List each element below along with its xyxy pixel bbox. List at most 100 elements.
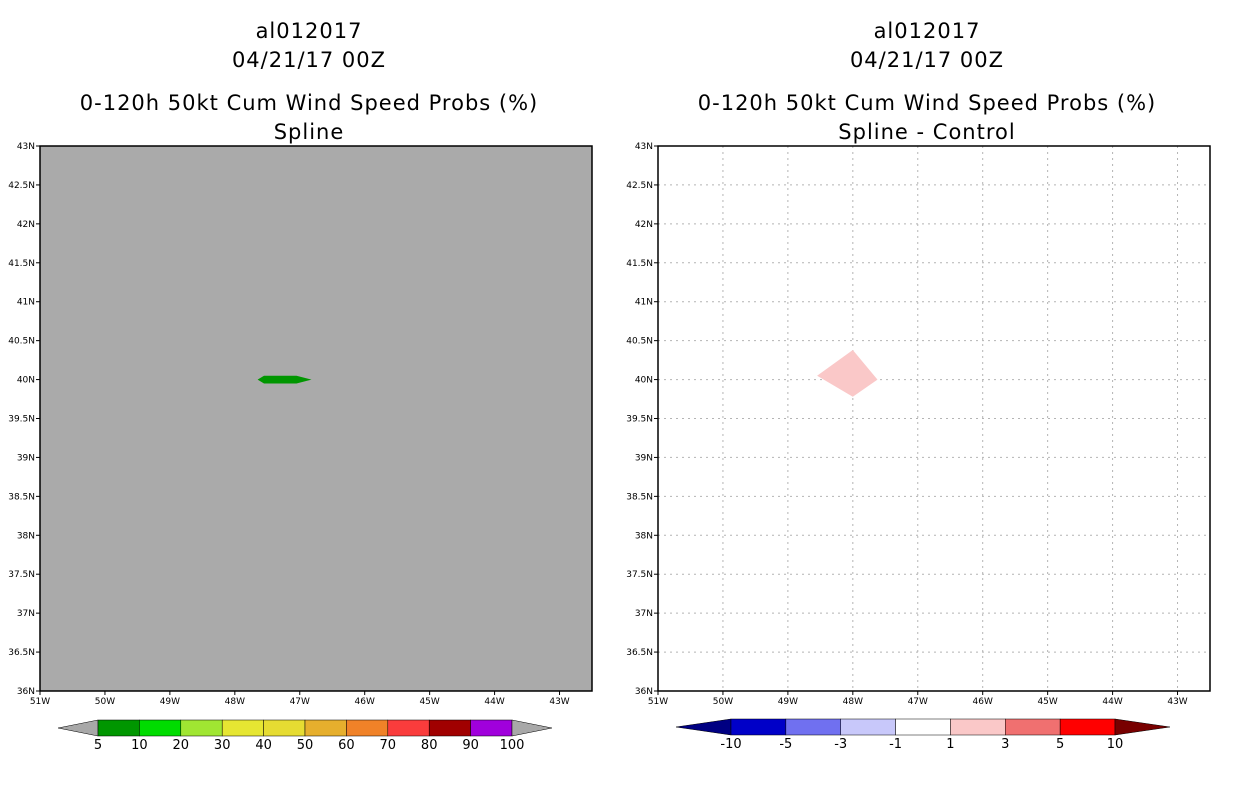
- lat-tick-label: 38.5N: [8, 492, 35, 502]
- colorbar-swatch: [387, 719, 430, 737]
- lon-tick-label: 46W: [355, 697, 375, 707]
- colorbar-label: 60: [338, 738, 355, 753]
- colorbar-label: 100: [500, 738, 525, 753]
- lat-tick-label: 41.5N: [626, 259, 653, 269]
- lat-tick-label: 39.5N: [8, 415, 35, 425]
- colorbar-under-arrow: [675, 718, 732, 736]
- lat-tick-label: 38N: [17, 531, 35, 541]
- colorbar-label: -3: [834, 737, 847, 752]
- colorbar-under-arrow: [57, 719, 99, 737]
- colorbar-over-arrow: [1114, 718, 1171, 736]
- colorbar-swatch: [97, 719, 140, 737]
- lon-tick-label: 46W: [973, 697, 993, 707]
- title-line-2: 04/21/17 00Z: [850, 48, 1004, 72]
- lon-tick-label: 48W: [225, 697, 245, 707]
- colorbar-label: 10: [1107, 737, 1124, 752]
- lat-tick-label: 42.5N: [626, 181, 653, 191]
- lat-tick-label: 36N: [635, 687, 653, 697]
- lat-tick-label: 41.5N: [8, 259, 35, 269]
- lat-tick-label: 42N: [635, 220, 653, 230]
- colorbar-swatch: [840, 718, 896, 736]
- title-line-3: 0-120h 50kt Cum Wind Speed Probs (%): [698, 91, 1156, 115]
- lon-tick-label: 47W: [290, 697, 310, 707]
- colorbar-swatch: [1059, 718, 1116, 736]
- lat-tick-label: 41N: [17, 298, 35, 308]
- colorbar-swatch: [346, 719, 389, 737]
- colorbar-label: 50: [297, 738, 314, 753]
- colorbar-over-arrow: [511, 719, 553, 737]
- lon-tick-label: 51W: [648, 697, 668, 707]
- colorbar-swatch: [139, 719, 182, 737]
- colorbar-swatch: [221, 719, 264, 737]
- lon-tick-label: 45W: [419, 697, 439, 707]
- colorbar-label: -10: [720, 737, 741, 752]
- colorbar-label: 80: [421, 738, 438, 753]
- lat-tick-label: 40N: [17, 376, 35, 386]
- lon-tick-label: 48W: [843, 697, 863, 707]
- lat-tick-label: 40.5N: [8, 337, 35, 347]
- lat-tick-label: 40N: [635, 376, 653, 386]
- title-line-2: 04/21/17 00Z: [232, 48, 386, 72]
- lat-tick-label: 37.5N: [626, 570, 653, 580]
- title-line-1: al012017: [874, 19, 981, 43]
- colorbar-label: 10: [131, 738, 148, 753]
- plot-area: [40, 146, 592, 691]
- colorbar-label: 20: [173, 738, 190, 753]
- colorbar-swatch: [730, 718, 787, 736]
- lat-tick-label: 39.5N: [626, 415, 653, 425]
- colorbar-swatch: [428, 719, 471, 737]
- lat-tick-label: 37N: [17, 609, 35, 619]
- gridlines: [658, 146, 1210, 691]
- colorbar-swatch: [1005, 718, 1061, 736]
- lon-tick-label: 43W: [549, 697, 569, 707]
- lon-tick-label: 51W: [30, 697, 50, 707]
- lon-tick-label: 45W: [1037, 697, 1057, 707]
- lon-tick-label: 47W: [908, 697, 928, 707]
- lat-tick-label: 37N: [635, 609, 653, 619]
- title-line-4: Spline - Control: [838, 120, 1015, 144]
- colorbar-swatch: [180, 719, 223, 737]
- colorbar: 5 10 20 30 40 50 60 70 80 90 100: [57, 719, 553, 753]
- lat-tick-label: 36.5N: [626, 648, 653, 658]
- lat-tick-label: 39N: [635, 453, 653, 463]
- lat-tick-label: 42.5N: [8, 181, 35, 191]
- lat-tick-label: 43N: [17, 142, 35, 152]
- colorbar: -10 -5 -3 -1 1 3 5 10: [675, 718, 1171, 752]
- lon-tick-label: 50W: [713, 697, 733, 707]
- lat-tick-label: 40.5N: [626, 337, 653, 347]
- colorbar-label: 90: [462, 738, 479, 753]
- lat-tick-label: 38.5N: [626, 492, 653, 502]
- lon-tick-label: 44W: [1102, 697, 1122, 707]
- colorbar-label: 3: [1001, 737, 1009, 752]
- colorbar-label: 70: [380, 738, 397, 753]
- colorbar-label: 40: [255, 738, 272, 753]
- colorbar-swatch: [785, 718, 841, 736]
- lon-tick-label: 49W: [778, 697, 798, 707]
- diff-1-3-region: [817, 350, 878, 397]
- lon-tick-label: 44W: [484, 697, 504, 707]
- lat-tick-label: 41N: [635, 298, 653, 308]
- panel-left: al012017 04/21/17 00Z 0-120h 50kt Cum Wind…: [8, 19, 593, 753]
- colorbar-label: 5: [1056, 737, 1064, 752]
- colorbar-label: -5: [779, 737, 792, 752]
- lat-tick-label: 36N: [17, 687, 35, 697]
- colorbar-label: 1: [946, 737, 954, 752]
- title-line-3: 0-120h 50kt Cum Wind Speed Probs (%): [80, 91, 538, 115]
- colorbar-label: 30: [214, 738, 231, 753]
- colorbar-swatch: [950, 718, 1006, 736]
- lon-tick-label: 43W: [1167, 697, 1187, 707]
- lat-tick-label: 39N: [17, 453, 35, 463]
- colorbar-swatch: [304, 719, 347, 737]
- lat-tick-label: 42N: [17, 220, 35, 230]
- lat-tick-label: 43N: [635, 142, 653, 152]
- colorbar-swatch: [263, 719, 306, 737]
- panel-right: al012017 04/21/17 00Z 0-120h 50kt Cum Wind…: [626, 19, 1211, 752]
- prob-5-10-region: [257, 375, 312, 384]
- title-line-1: al012017: [256, 19, 363, 43]
- colorbar-swatch: [895, 718, 951, 736]
- lon-tick-label: 50W: [95, 697, 115, 707]
- lon-tick-label: 49W: [160, 697, 180, 707]
- colorbar-label: 5: [94, 738, 102, 753]
- lat-tick-label: 36.5N: [8, 648, 35, 658]
